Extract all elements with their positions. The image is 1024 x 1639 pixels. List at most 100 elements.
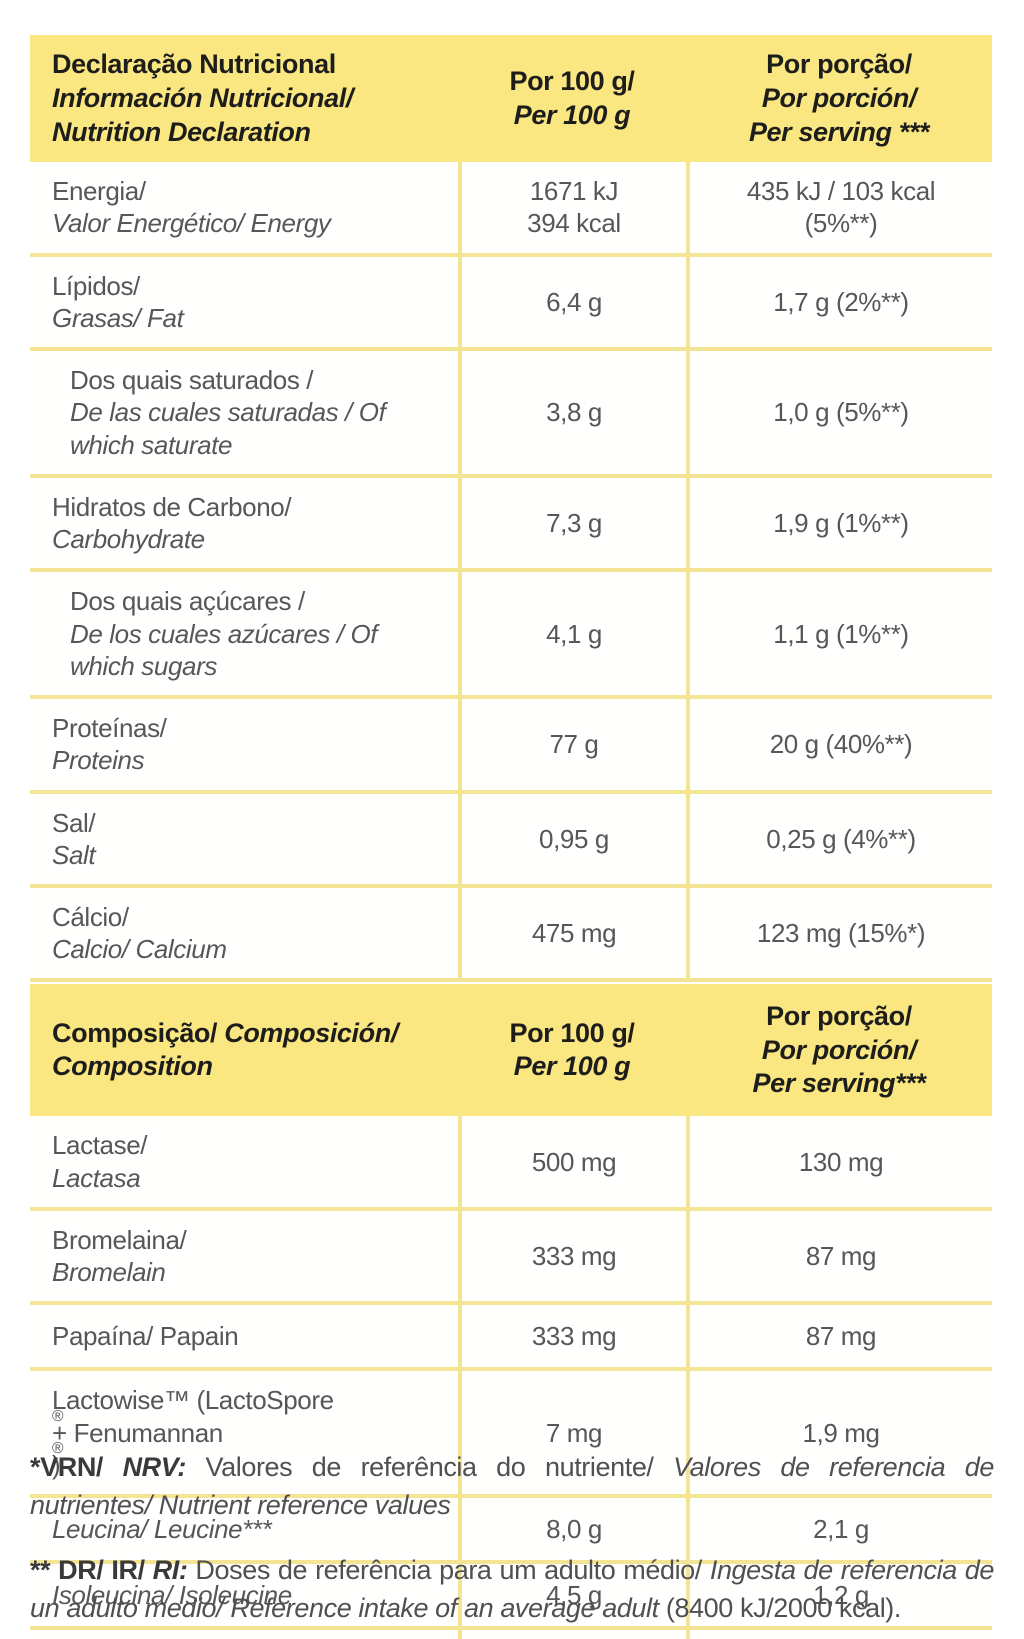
nutrition-label-tables: Declaração Nutricional Información Nutric… — [30, 35, 992, 1639]
text-line: Composition — [52, 1050, 213, 1084]
table-row: Lactase/ Lactasa 500 mg 130 mg — [30, 1116, 992, 1211]
text-segment: Calcio/ Calcium — [52, 934, 227, 965]
nutrient-name-cell: Bromelaina/ Bromelain — [30, 1211, 458, 1301]
text-segment: Papaína/ Papain — [52, 1321, 239, 1352]
text-segment: De las cuales saturadas / Of which satur… — [70, 397, 386, 460]
text-line: 333 mg — [531, 1321, 617, 1352]
text-segment: Por porción/ — [761, 82, 917, 113]
text-segment: Lactase/ — [52, 1130, 148, 1161]
table-row: Energia/ Valor Energético/ Energy 1671 kJ… — [30, 162, 992, 257]
text-line: 1,2 g — [813, 1579, 869, 1610]
text-segment: ) — [52, 1449, 61, 1480]
text-segment: Información Nutricional/ — [52, 82, 353, 113]
table-row: Leucina/ Leucine*** 8,0 g 2,1 g — [30, 1498, 992, 1565]
per-serving-value-cell: 1,1 g — [686, 1630, 992, 1639]
nutrient-name-cell: Hidratos de Carbono/ Carbohydrate — [30, 478, 458, 568]
text-line: 1,7 g (2%**) — [773, 286, 909, 317]
text-line: 1,1 g (1%**) — [773, 618, 909, 649]
text-segment: Sal/ — [52, 807, 96, 838]
text-line: 8,0 g — [546, 1513, 602, 1544]
table-row: Bromelaina/ Bromelain 333 mg 87 mg — [30, 1210, 992, 1306]
text-line: 333 mg — [531, 1241, 617, 1272]
header-cell-per-100g: Por 100 g/Per 100 g — [458, 984, 686, 1116]
text-segment: Per 100 g — [513, 99, 631, 130]
text-line: 1,9 g (1%**) — [773, 508, 909, 538]
text-segment: Bromelain — [52, 1257, 166, 1288]
table-row: Papaína/ Papain 333 mg 87 mg — [30, 1305, 992, 1372]
composition-table: Composição/ Composición/Composition Por 1… — [30, 984, 992, 1639]
text-segment: (8400 kJ/2000 kcal). — [658, 1592, 902, 1623]
table-header-row: Declaração Nutricional Información Nutric… — [30, 35, 992, 163]
text-segment: Composición/ — [224, 1017, 398, 1048]
per-100g-value-cell: 8,0 g — [458, 1498, 686, 1561]
text-segment: Declaração Nutricional — [52, 49, 336, 79]
per-serving-value-cell: 87 mg — [686, 1305, 992, 1368]
table-row: Proteínas/ Proteins 77 g 20 g (40%**) — [30, 699, 992, 794]
table-row: Dos quais saturados / De las cuales satu… — [30, 351, 992, 478]
text-line: 500 mg — [531, 1146, 617, 1177]
nutrient-name-cell: Lactase/ Lactasa — [30, 1116, 458, 1206]
nutrient-name-cell: Lípidos/ Grasas/ Fat — [30, 257, 458, 347]
text-segment: Lípidos/ — [52, 270, 140, 301]
text-line: Per 100 g — [513, 1050, 631, 1084]
text-segment: Valor Energético/ Energy — [52, 208, 331, 239]
text-line: Información Nutricional/ — [52, 82, 353, 116]
per-serving-value-cell: 87 mg — [686, 1210, 992, 1302]
text-line: Per serving *** — [748, 116, 930, 150]
nutrient-name-cell: Valina/ Valine*** — [30, 1630, 458, 1639]
text-segment: *VRN/ — [30, 1452, 123, 1482]
text-line: 123 mg (15%*) — [756, 918, 926, 949]
text-line: Por porção/ — [766, 1000, 912, 1034]
table-row: Valina/ Valine***4,4 g1,1 g — [30, 1630, 992, 1639]
text-line: 87 mg — [805, 1321, 877, 1352]
text-line: 87 mg — [805, 1241, 877, 1272]
text-line: Nutrition Declaration — [52, 116, 311, 150]
table-row: Hidratos de Carbono/ Carbohydrate 7,3 g 1,… — [30, 477, 992, 573]
text-segment: Per serving *** — [748, 116, 930, 147]
per-100g-value-cell: 3,8 g — [458, 351, 686, 474]
per-100g-value-cell: 7,3 g — [458, 477, 686, 569]
footnote: ** DR/ IR/ RI: Doses de referência para … — [30, 1551, 994, 1628]
text-line: 130 mg — [798, 1146, 884, 1177]
text-segment: Nutrition Declaration — [52, 116, 311, 147]
per-100g-value-cell: 7 mg — [458, 1371, 686, 1495]
text-segment: RI: — [152, 1554, 188, 1585]
text-segment: Energia/ — [52, 176, 146, 207]
text-line: 7 mg — [545, 1417, 603, 1448]
text-segment: Per serving*** — [752, 1068, 926, 1099]
per-serving-value-cell: 130 mg — [686, 1116, 992, 1207]
text-line: 475 mg — [531, 918, 617, 949]
per-serving-value-cell: 2,1 g — [686, 1498, 992, 1561]
header-cell-per-serving: Por porção/Por porción/Per serving*** — [686, 984, 992, 1116]
per-serving-value-cell: 1,7 g (2%**) — [686, 256, 992, 348]
text-segment: Per 100 g — [513, 1051, 631, 1082]
per-serving-value-cell: 20 g (40%**) — [686, 699, 992, 790]
per-100g-value-cell: 475 mg — [458, 888, 686, 979]
per-serving-value-cell: 1,9 g (1%**) — [686, 477, 992, 569]
per-serving-value-cell: 1,9 mg — [686, 1371, 992, 1495]
text-line: Per serving*** — [753, 1067, 926, 1101]
text-segment: Ingesta de referencia de un adulto medio… — [30, 1554, 994, 1623]
per-100g-value-cell: 6,4 g — [458, 256, 686, 348]
text-line: 3,8 g — [546, 397, 602, 428]
text-line: Composição/ Composición/ — [52, 1017, 398, 1051]
text-line: 435 kJ / 103 kcal — [746, 176, 936, 207]
text-segment: Lactasa — [52, 1162, 141, 1193]
table-row: Sal/ Salt 0,95 g 0,25 g (4%**) — [30, 793, 992, 888]
text-segment: Cálcio/ — [52, 902, 129, 932]
footnote: *VRN/ NRV: Valores de referência do nutr… — [30, 1448, 994, 1525]
text-line: 1,9 mg — [802, 1417, 880, 1448]
per-serving-value-cell: 123 mg (15%*) — [686, 888, 992, 979]
text-segment: + Fenumannan — [52, 1417, 223, 1448]
text-segment: Valores de referencia de nutrientes/ Nut… — [30, 1452, 994, 1521]
table-row: Cálcio/ Calcio/ Calcium 475 mg 123 mg (15%… — [30, 888, 992, 983]
footnotes: *VRN/ NRV: Valores de referência do nutr… — [30, 1448, 994, 1627]
text-segment: Composition — [52, 1051, 213, 1082]
text-line: 4,5 g — [546, 1579, 602, 1610]
text-segment: Hidratos de Carbono/ — [52, 491, 292, 522]
text-segment: Proteínas/ — [52, 713, 167, 744]
header-cell-per-100g: Por 100 g/Per 100 g — [458, 35, 686, 162]
nutrient-name-cell: Papaína/ Papain — [30, 1305, 458, 1367]
text-segment: Salt — [52, 839, 96, 870]
